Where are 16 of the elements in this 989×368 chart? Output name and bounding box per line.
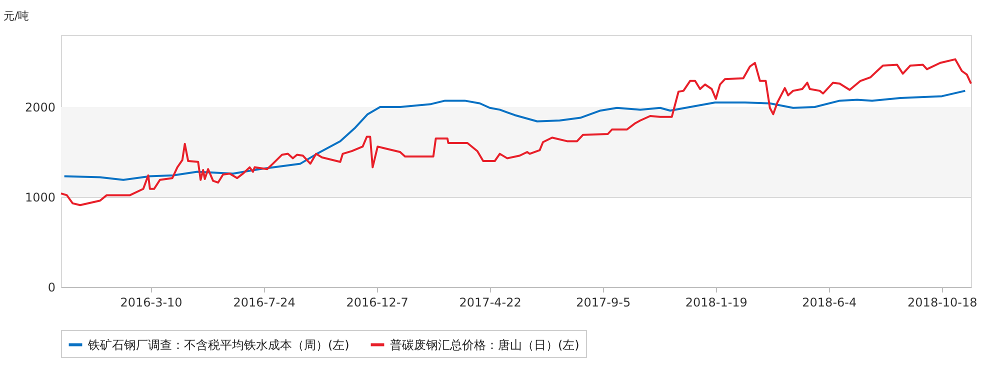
x-tick-label: 2018-10-18	[908, 296, 978, 310]
line-series	[63, 90, 966, 181]
line-series	[60, 58, 972, 206]
x-tick-label: 2016-12-7	[346, 296, 408, 310]
y-tick-label: 0	[48, 280, 56, 294]
legend-label: 铁矿石钢厂调查：不含税平均铁水成本（周）(左)	[87, 338, 350, 352]
x-tick-label: 2017-4-22	[459, 296, 522, 310]
y-axis-title: 元/吨	[4, 10, 30, 22]
y-tick-label: 1000	[24, 190, 56, 204]
legend-label: 普碳废钢汇总价格：唐山（日）(左)	[390, 338, 580, 352]
x-tick-label: 2016-3-10	[120, 296, 182, 310]
y-tick-label: 2000	[24, 100, 56, 114]
x-tick-label: 2018-6-4	[802, 296, 857, 310]
x-tick-label: 2017-9-5	[576, 296, 631, 310]
x-tick-label: 2018-1-19	[685, 296, 748, 310]
x-tick-label: 2016-7-24	[233, 296, 296, 310]
